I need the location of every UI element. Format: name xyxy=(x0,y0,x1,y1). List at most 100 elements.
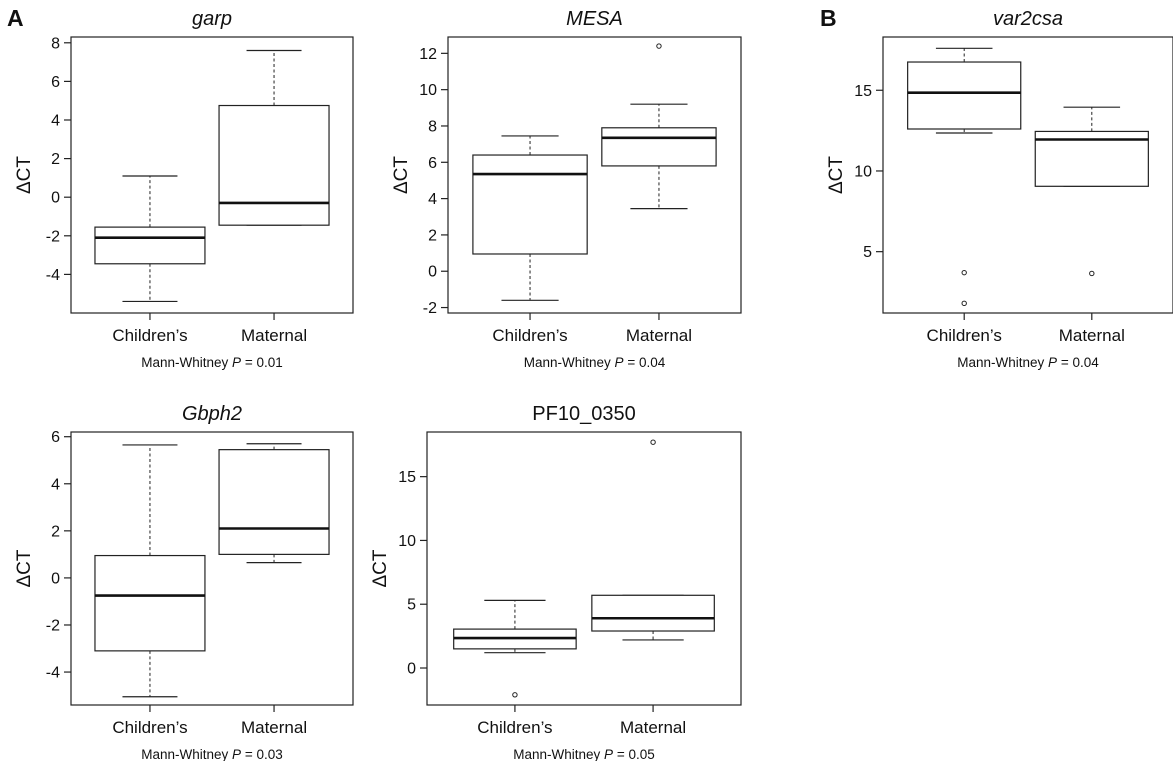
chart-title: MESA xyxy=(566,8,623,30)
box-iqr xyxy=(601,127,717,167)
chart-title: PF10_0350 xyxy=(532,403,635,425)
y-tick-label: 4 xyxy=(428,191,437,208)
y-tick-label: 2 xyxy=(428,227,437,244)
plot-frame xyxy=(70,36,354,314)
category-label: Children’s xyxy=(492,326,567,345)
box-maternal xyxy=(218,49,330,226)
chart-3: Gbph2 ΔCT -4 -2 0 2 4 6 Children’s Maternal Mann-W… xyxy=(14,403,354,761)
outlier-point xyxy=(512,692,518,698)
box-childrens xyxy=(907,47,1022,307)
outlier-point xyxy=(961,269,967,276)
box-childrens xyxy=(472,135,588,301)
box-maternal xyxy=(1034,106,1149,277)
category-label: Children’s xyxy=(112,718,187,737)
category-label: Children’s xyxy=(112,326,187,345)
category-label: Children’s xyxy=(927,326,1002,345)
stat-suffix: = 0.01 xyxy=(241,355,283,370)
chart-0: garp ΔCT -4 -2 0 2 4 6 8 Children’s Maternal Mann-W… xyxy=(14,8,354,370)
box-maternal xyxy=(601,43,717,210)
y-tick-label: -4 xyxy=(46,267,60,284)
stat-p: P xyxy=(604,747,613,761)
stat-prefix: Mann-Whitney xyxy=(957,355,1048,370)
y-tick-label: 8 xyxy=(428,118,437,135)
chart-title: garp xyxy=(192,8,232,30)
y-axis-label: ΔCT xyxy=(14,156,35,194)
stat-label: Mann-Whitney P = 0.01 xyxy=(141,355,282,370)
box-iqr xyxy=(591,594,715,632)
y-tick-label: 5 xyxy=(407,597,416,614)
y-tick-label: 10 xyxy=(419,82,437,99)
stat-label: Mann-Whitney P = 0.04 xyxy=(524,355,666,370)
y-tick-label: -2 xyxy=(423,300,437,317)
chart-2: var2csa ΔCT 5 10 15 Children’s Maternal Mann-Wh… xyxy=(826,8,1173,370)
y-tick-label: 6 xyxy=(428,155,437,172)
box-childrens xyxy=(453,599,577,698)
y-tick-label: 15 xyxy=(854,83,872,100)
stat-prefix: Mann-Whitney xyxy=(141,747,232,761)
category-label: Maternal xyxy=(241,326,307,345)
chart-title: Gbph2 xyxy=(182,403,242,425)
category-label: Children’s xyxy=(477,718,552,737)
y-tick-label: 2 xyxy=(51,523,60,540)
y-tick-label: 5 xyxy=(863,244,872,261)
outlier-point xyxy=(961,300,967,307)
category-label: Maternal xyxy=(620,718,686,737)
stat-p: P xyxy=(615,355,624,370)
y-axis-label: ΔCT xyxy=(391,156,412,194)
category-label: Maternal xyxy=(241,718,307,737)
y-axis-label: ΔCT xyxy=(826,156,847,194)
y-tick-label: 4 xyxy=(51,112,60,129)
box-childrens xyxy=(94,175,206,303)
stat-label: Mann-Whitney P = 0.03 xyxy=(141,747,282,761)
stat-prefix: Mann-Whitney xyxy=(524,355,615,370)
plot-frame xyxy=(882,36,1173,314)
category-label: Maternal xyxy=(1059,326,1125,345)
chart-title: var2csa xyxy=(993,8,1063,30)
stat-p: P xyxy=(1048,355,1057,370)
outlier-point xyxy=(1089,270,1095,277)
y-tick-label: 0 xyxy=(428,264,437,281)
chart-4: PF10_0350 ΔCT 0 5 10 15 Children’s Maternal Mann… xyxy=(370,403,742,761)
y-tick-label: -2 xyxy=(46,228,60,245)
y-tick-label: 10 xyxy=(398,533,416,550)
category-label: Maternal xyxy=(626,326,692,345)
box-iqr xyxy=(218,449,330,555)
panel-letter-b: B xyxy=(820,5,837,31)
stat-label: Mann-Whitney P = 0.05 xyxy=(513,747,654,761)
stat-suffix: = 0.04 xyxy=(1057,355,1099,370)
stat-p: P xyxy=(232,747,241,761)
stat-prefix: Mann-Whitney xyxy=(513,747,604,761)
y-tick-label: 12 xyxy=(419,46,437,63)
stat-p: P xyxy=(232,355,241,370)
stat-prefix: Mann-Whitney xyxy=(141,355,232,370)
outlier-point xyxy=(656,43,662,49)
y-tick-label: -4 xyxy=(46,665,60,682)
box-maternal xyxy=(591,439,715,641)
box-maternal xyxy=(218,443,330,564)
plot-frame xyxy=(70,431,354,706)
box-iqr xyxy=(94,554,206,652)
y-axis-label: ΔCT xyxy=(14,549,35,587)
y-tick-label: 0 xyxy=(51,570,60,587)
y-tick-label: -2 xyxy=(46,617,60,634)
y-tick-label: 4 xyxy=(51,476,60,493)
y-tick-label: 6 xyxy=(51,74,60,91)
y-tick-label: 2 xyxy=(51,151,60,168)
outlier-point xyxy=(650,439,656,445)
stat-label: Mann-Whitney P = 0.04 xyxy=(957,355,1099,370)
stat-suffix: = 0.03 xyxy=(241,747,283,761)
stat-suffix: = 0.05 xyxy=(613,747,655,761)
y-tick-label: 15 xyxy=(398,469,416,486)
y-axis-label: ΔCT xyxy=(370,549,391,587)
chart-1: MESA ΔCT -2 0 2 4 6 8 10 12 Children’s Maternal Mann… xyxy=(391,8,742,370)
y-tick-label: 8 xyxy=(51,35,60,52)
box-iqr xyxy=(94,226,206,265)
box-iqr xyxy=(218,104,330,226)
y-tick-label: 10 xyxy=(854,163,872,180)
stat-suffix: = 0.04 xyxy=(624,355,666,370)
plot-frame xyxy=(447,36,742,314)
y-tick-label: 6 xyxy=(51,429,60,446)
y-tick-label: 0 xyxy=(407,661,416,678)
box-iqr xyxy=(472,154,588,255)
panel-letter-a: A xyxy=(7,5,24,31)
